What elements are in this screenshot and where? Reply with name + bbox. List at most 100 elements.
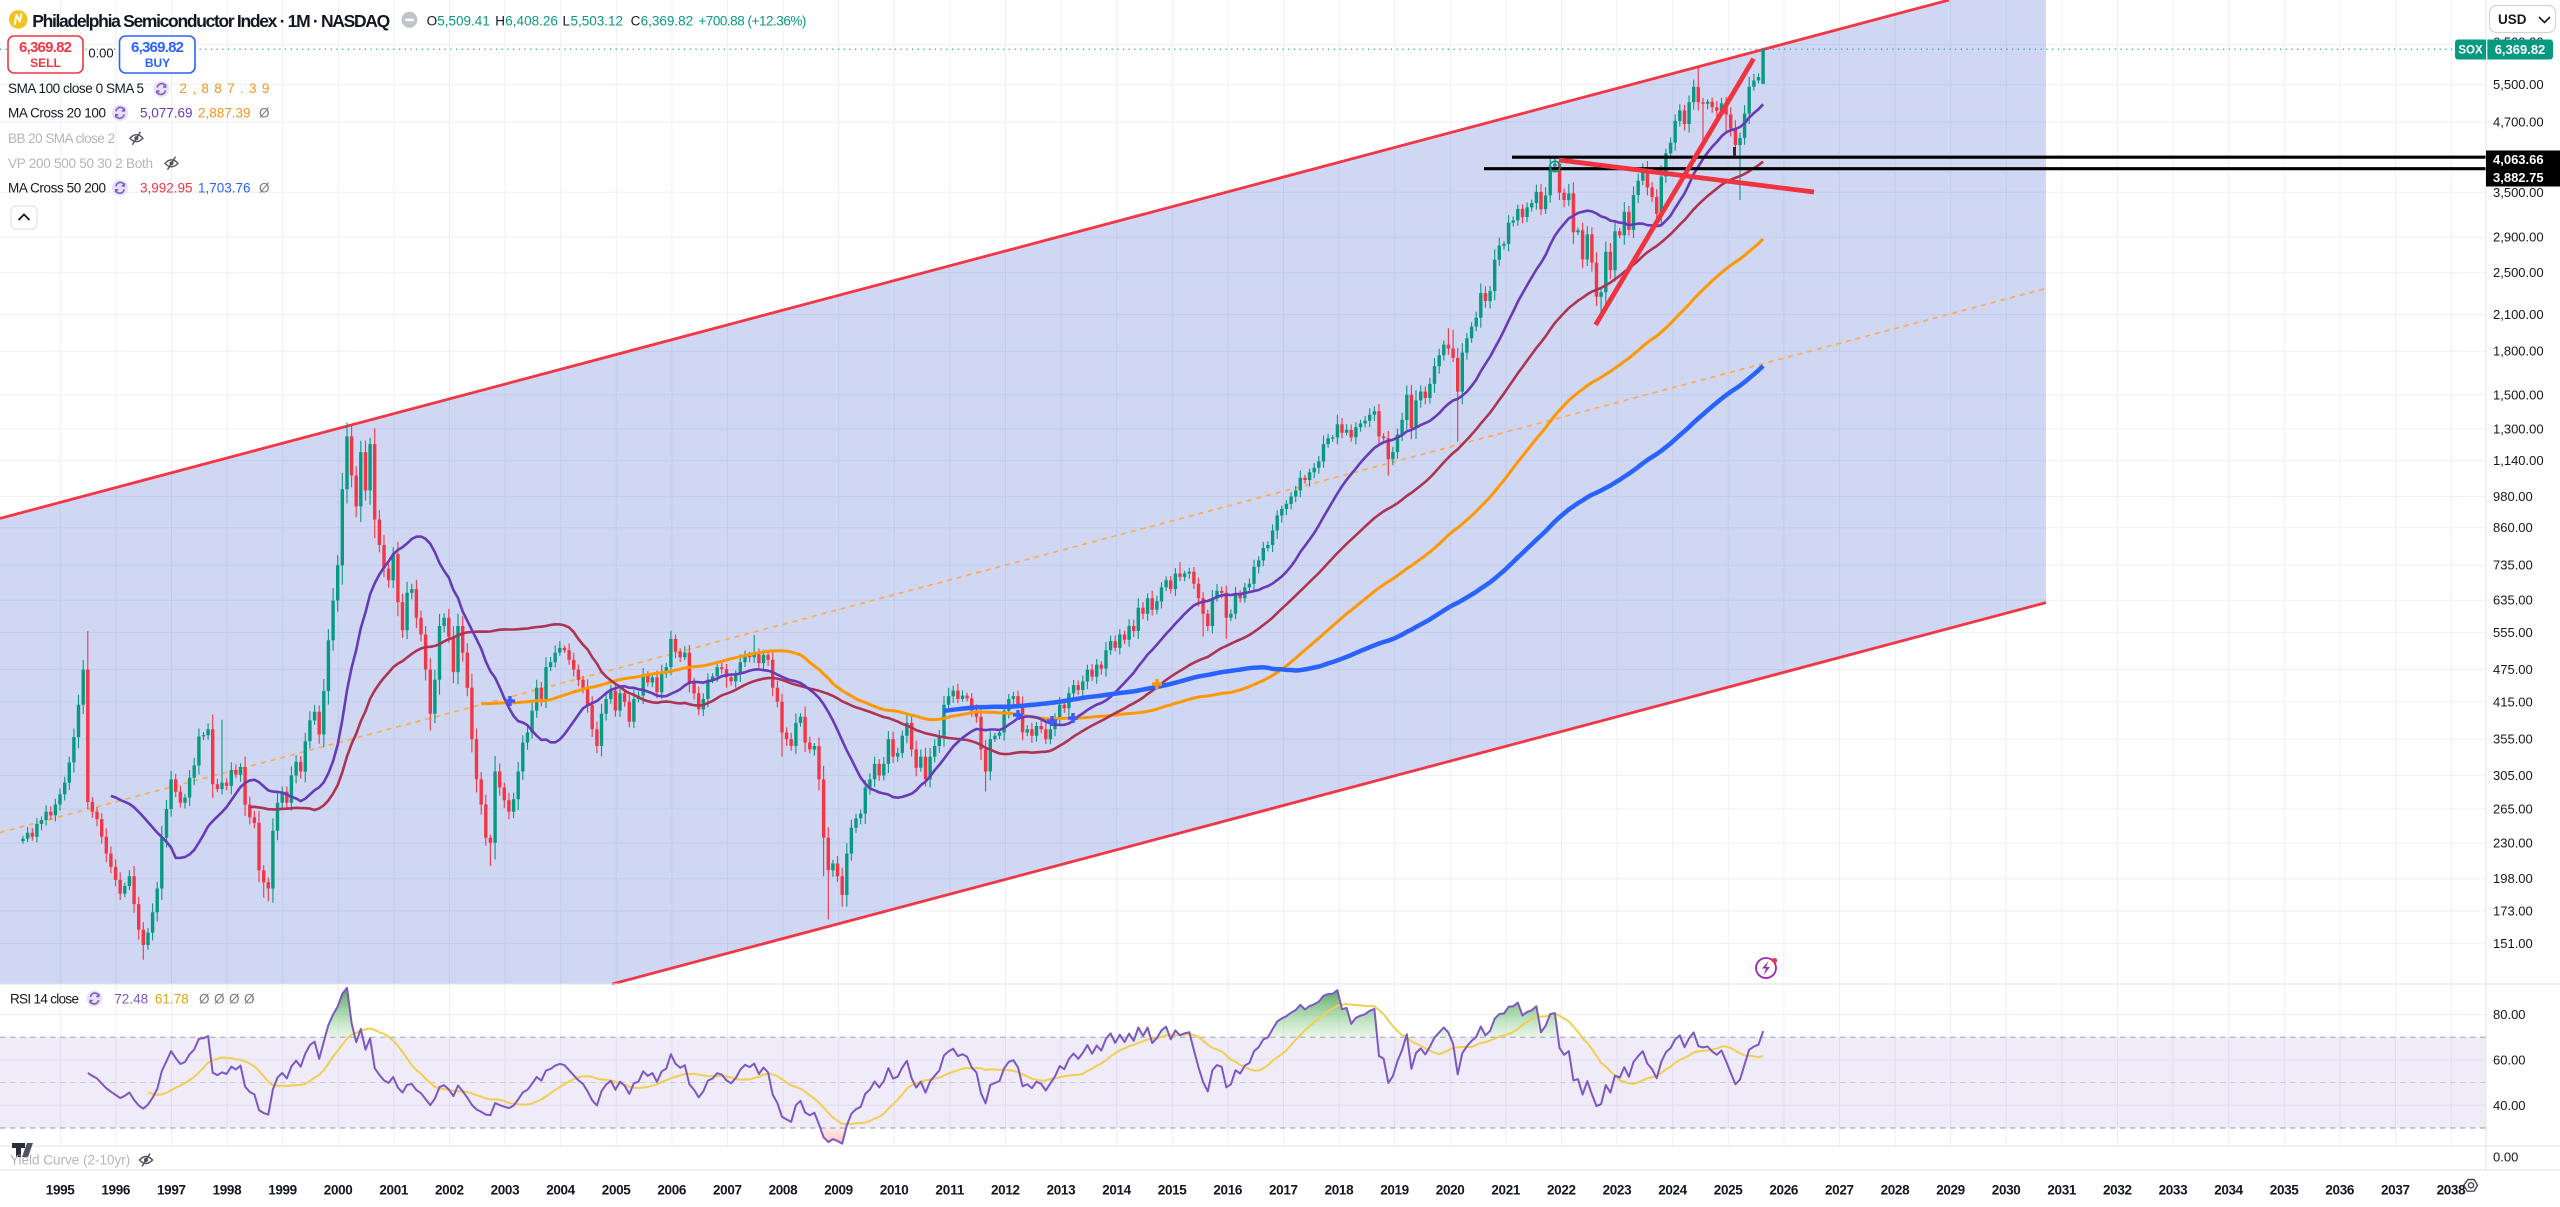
svg-text:2027: 2027 <box>1825 1183 1854 1198</box>
svg-text:O: O <box>427 14 438 29</box>
svg-text:2026: 2026 <box>1769 1183 1798 1198</box>
svg-text:SELL: SELL <box>30 56 61 70</box>
svg-text:72.48: 72.48 <box>114 992 148 1007</box>
svg-text:1999: 1999 <box>268 1183 297 1198</box>
svg-text:2019: 2019 <box>1380 1183 1409 1198</box>
svg-text:2025: 2025 <box>1714 1183 1743 1198</box>
svg-text:2033: 2033 <box>2159 1183 2188 1198</box>
svg-text:6,369.82: 6,369.82 <box>2495 42 2546 57</box>
svg-text:SMA 100 close 0 SMA 5: SMA 100 close 0 SMA 5 <box>8 81 144 96</box>
svg-text:80.00: 80.00 <box>2493 1007 2526 1022</box>
svg-text:1,140.00: 1,140.00 <box>2493 453 2544 468</box>
svg-text:3,882.75: 3,882.75 <box>2493 170 2544 185</box>
svg-text:1,800.00: 1,800.00 <box>2493 344 2544 359</box>
svg-text:2020: 2020 <box>1436 1183 1465 1198</box>
svg-text:Ø: Ø <box>199 992 210 1007</box>
svg-text:2017: 2017 <box>1269 1183 1298 1198</box>
svg-text:1,703.76: 1,703.76 <box>198 181 251 196</box>
svg-text:+700.88 (+12.36%): +700.88 (+12.36%) <box>698 14 806 29</box>
svg-text:555.00: 555.00 <box>2493 625 2533 640</box>
svg-text:1997: 1997 <box>157 1183 186 1198</box>
svg-text:SOX: SOX <box>2458 45 2483 57</box>
svg-text:L: L <box>563 14 571 29</box>
svg-text:3,992.95: 3,992.95 <box>140 181 193 196</box>
svg-text:230.00: 230.00 <box>2493 835 2533 850</box>
svg-text:198.00: 198.00 <box>2493 871 2533 886</box>
svg-text:2028: 2028 <box>1881 1183 1910 1198</box>
svg-text:2038: 2038 <box>2437 1183 2466 1198</box>
svg-text:H: H <box>495 14 505 29</box>
svg-text:2023: 2023 <box>1603 1183 1632 1198</box>
svg-text:5,509.41: 5,509.41 <box>437 14 490 29</box>
svg-text:2001: 2001 <box>379 1183 408 1198</box>
svg-text:USD: USD <box>2498 12 2527 27</box>
svg-text:2014: 2014 <box>1102 1183 1131 1198</box>
svg-text:2021: 2021 <box>1491 1183 1520 1198</box>
svg-text:6,369.82: 6,369.82 <box>131 39 184 56</box>
svg-text:Yield Curve (2-10yr): Yield Curve (2-10yr) <box>10 1153 130 1168</box>
svg-text:5,503.12: 5,503.12 <box>571 14 624 29</box>
svg-text:2031: 2031 <box>2047 1183 2076 1198</box>
svg-text:355.00: 355.00 <box>2493 732 2533 747</box>
svg-text:2000: 2000 <box>324 1183 353 1198</box>
svg-text:BUY: BUY <box>145 56 170 70</box>
svg-text:2016: 2016 <box>1213 1183 1242 1198</box>
svg-text:2015: 2015 <box>1158 1183 1187 1198</box>
svg-text:Ø: Ø <box>244 992 255 1007</box>
svg-text:173.00: 173.00 <box>2493 903 2533 918</box>
svg-text:415.00: 415.00 <box>2493 694 2533 709</box>
svg-text:1996: 1996 <box>101 1183 130 1198</box>
svg-text:2007: 2007 <box>713 1183 742 1198</box>
svg-text:MA Cross 20 100: MA Cross 20 100 <box>8 106 106 121</box>
svg-text:265.00: 265.00 <box>2493 802 2533 817</box>
svg-text:5,077.69: 5,077.69 <box>140 106 193 121</box>
svg-text:Ø: Ø <box>259 106 270 121</box>
svg-text:2034: 2034 <box>2214 1183 2243 1198</box>
svg-text:VP 200 500 50 30 2 Both: VP 200 500 50 30 2 Both <box>8 156 153 171</box>
svg-text:2024: 2024 <box>1658 1183 1687 1198</box>
svg-text:2035: 2035 <box>2270 1183 2299 1198</box>
svg-text:2003: 2003 <box>491 1183 520 1198</box>
svg-text:6,369.82: 6,369.82 <box>19 39 72 56</box>
svg-text:Ø: Ø <box>259 181 270 196</box>
svg-text:6,408.26: 6,408.26 <box>505 14 558 29</box>
svg-text:0.00: 0.00 <box>2493 1150 2518 1165</box>
svg-text:2012: 2012 <box>991 1183 1020 1198</box>
svg-text:1998: 1998 <box>213 1183 242 1198</box>
svg-text:2005: 2005 <box>602 1183 631 1198</box>
svg-text:2013: 2013 <box>1047 1183 1076 1198</box>
svg-text:3,500.00: 3,500.00 <box>2493 185 2544 200</box>
svg-text:2008: 2008 <box>769 1183 798 1198</box>
svg-text:5,500.00: 5,500.00 <box>2493 77 2544 92</box>
svg-text:BB 20 SMA close 2: BB 20 SMA close 2 <box>8 131 115 146</box>
svg-text:40.00: 40.00 <box>2493 1098 2526 1113</box>
svg-text:2,500.00: 2,500.00 <box>2493 265 2544 280</box>
svg-text:2030: 2030 <box>1992 1183 2021 1198</box>
svg-text:735.00: 735.00 <box>2493 558 2533 573</box>
svg-text:2037: 2037 <box>2381 1183 2410 1198</box>
svg-text:4,700.00: 4,700.00 <box>2493 114 2544 129</box>
svg-text:2,100.00: 2,100.00 <box>2493 307 2544 322</box>
svg-text:2029: 2029 <box>1936 1183 1965 1198</box>
svg-text:60.00: 60.00 <box>2493 1052 2526 1067</box>
svg-text:0.00: 0.00 <box>88 46 113 61</box>
svg-text:2,887.39: 2,887.39 <box>198 106 251 121</box>
svg-text:RSI 14 close: RSI 14 close <box>10 992 79 1007</box>
svg-text:2022: 2022 <box>1547 1183 1576 1198</box>
svg-text:2006: 2006 <box>657 1183 686 1198</box>
svg-text:Ø: Ø <box>214 992 225 1007</box>
svg-text:2011: 2011 <box>935 1183 964 1198</box>
svg-text:2032: 2032 <box>2103 1183 2132 1198</box>
svg-text:860.00: 860.00 <box>2493 520 2533 535</box>
svg-text:1,500.00: 1,500.00 <box>2493 387 2544 402</box>
svg-text:635.00: 635.00 <box>2493 593 2533 608</box>
svg-text:6,369.82: 6,369.82 <box>641 14 694 29</box>
svg-text:980.00: 980.00 <box>2493 489 2533 504</box>
svg-text:2036: 2036 <box>2325 1183 2354 1198</box>
svg-text:2010: 2010 <box>880 1183 909 1198</box>
svg-text:2009: 2009 <box>824 1183 853 1198</box>
svg-text:2,900.00: 2,900.00 <box>2493 230 2544 245</box>
svg-text:2018: 2018 <box>1325 1183 1354 1198</box>
svg-text:151.00: 151.00 <box>2493 936 2533 951</box>
svg-text:Ø: Ø <box>229 992 240 1007</box>
